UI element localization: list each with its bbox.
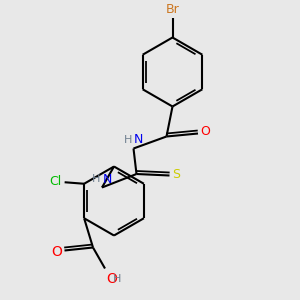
Text: S: S <box>172 167 180 181</box>
Text: Cl: Cl <box>50 175 61 188</box>
Text: O: O <box>106 272 117 286</box>
Text: H: H <box>92 175 100 184</box>
Text: N: N <box>103 173 112 186</box>
Text: O: O <box>51 245 62 259</box>
Text: O: O <box>200 125 210 139</box>
Text: H: H <box>112 274 121 284</box>
Text: N: N <box>134 133 143 146</box>
Text: Br: Br <box>166 3 179 16</box>
Text: H: H <box>124 135 132 145</box>
